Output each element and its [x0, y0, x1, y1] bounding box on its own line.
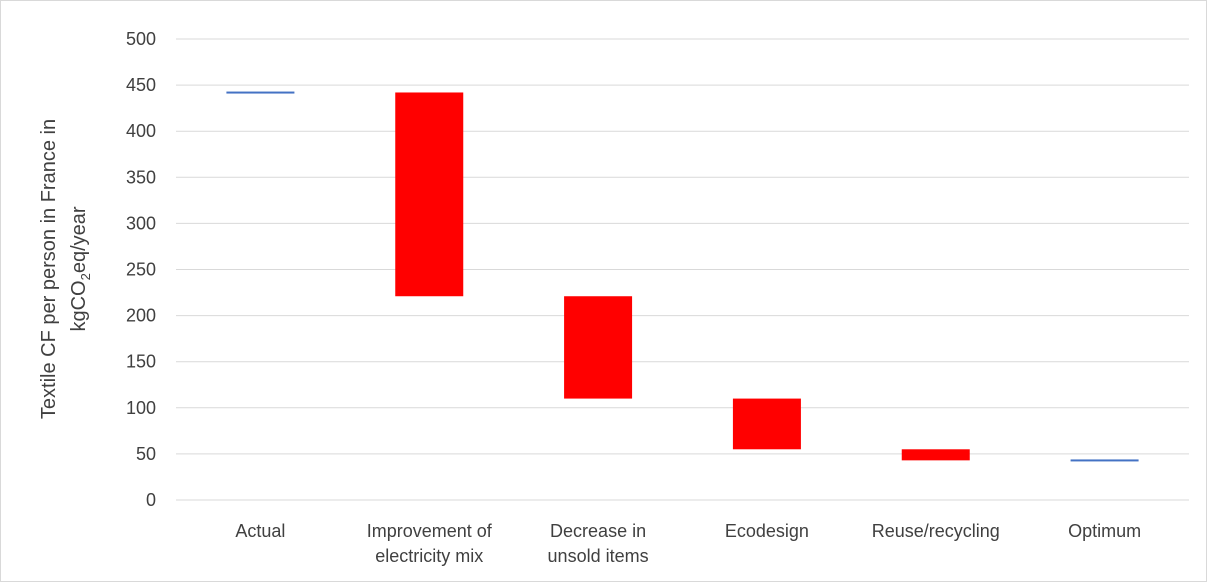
y-tick-label: 400	[126, 121, 156, 141]
y-tick-label: 150	[126, 352, 156, 372]
decrease-bar	[901, 449, 970, 461]
y-axis-label-line2: kgCO2eq/year	[68, 206, 93, 331]
y-tick-label: 300	[126, 213, 156, 233]
y-axis-label-unit-suffix: eq/year	[68, 206, 90, 273]
y-tick-label: 500	[126, 29, 156, 49]
y-tick-label: 100	[126, 398, 156, 418]
category-label: Optimum	[1068, 521, 1141, 541]
total-bar	[226, 91, 295, 94]
y-tick-label: 450	[126, 75, 156, 95]
category-label: electricity mix	[375, 546, 483, 566]
category-labels: Actual Improvement of electricity mix Decre…	[235, 521, 1141, 566]
category-label: Reuse/recycling	[872, 521, 1000, 541]
y-axis-label-unit-prefix: kgCO	[68, 280, 90, 331]
y-tick-label: 50	[136, 444, 156, 464]
decrease-bar	[564, 296, 633, 399]
decrease-bar	[732, 398, 801, 450]
y-tick-label: 250	[126, 260, 156, 280]
y-tick-label: 350	[126, 167, 156, 187]
category-label: Ecodesign	[725, 521, 809, 541]
total-bar	[1070, 459, 1139, 462]
bars	[226, 91, 1139, 462]
y-axis-label-line1: Textile CF per person in France in	[38, 119, 60, 419]
category-label: Improvement of	[367, 521, 493, 541]
y-tick-label: 0	[146, 490, 156, 510]
gridlines	[176, 38, 1189, 501]
y-tick-labels: 0 50 100 150 200 250 300 350 400 450 500	[126, 29, 156, 510]
category-label: unsold items	[548, 546, 649, 566]
y-axis-label-subscript: 2	[78, 273, 93, 280]
decrease-bar	[395, 92, 464, 297]
category-label: Decrease in	[550, 521, 646, 541]
category-label: Actual	[235, 521, 285, 541]
y-tick-label: 200	[126, 306, 156, 326]
